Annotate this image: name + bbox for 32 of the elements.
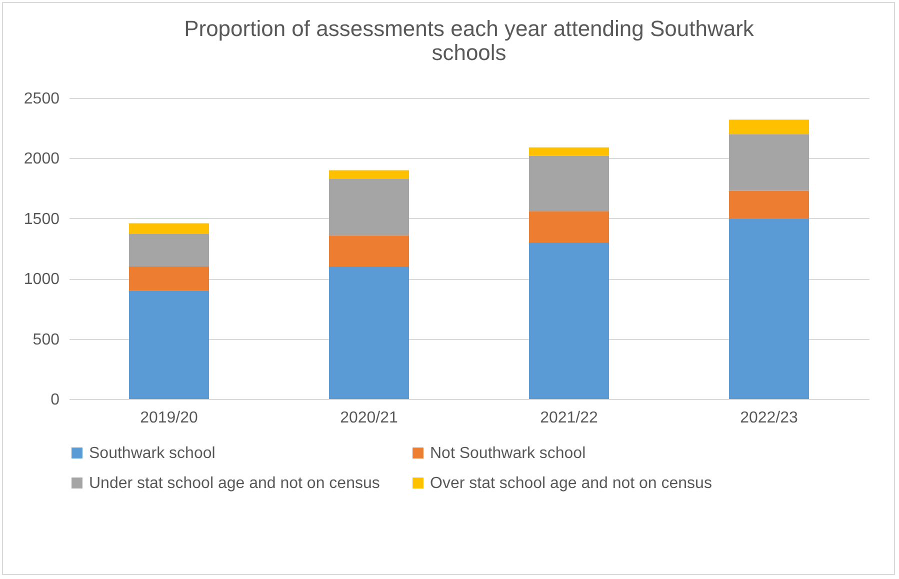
bar	[329, 170, 409, 179]
bar	[729, 190, 809, 218]
y-tick-label: 1000	[24, 271, 60, 288]
bar	[729, 134, 809, 191]
bar	[329, 178, 409, 236]
legend-label: Southwark school	[89, 445, 216, 462]
bar	[729, 218, 809, 399]
bar	[129, 290, 209, 399]
y-tick-label: 2000	[24, 150, 60, 168]
x-tick-label: 2019/20	[140, 410, 198, 426]
text: schools	[432, 40, 506, 65]
x-tick-label: 2021/22	[540, 410, 598, 426]
legend-label: Not Southwark school	[430, 445, 586, 462]
bar	[529, 242, 609, 399]
x-tick-label: 2022/23	[740, 410, 798, 426]
bar	[529, 156, 609, 212]
bar	[529, 147, 609, 156]
bar	[329, 266, 409, 399]
legend-label: Over stat school age and not on census	[430, 475, 712, 492]
y-tick-label: 1500	[24, 210, 60, 228]
y-tick-label: 2500	[24, 90, 60, 108]
bar	[329, 235, 409, 267]
bar	[129, 223, 209, 234]
bar	[129, 266, 209, 291]
bar	[529, 211, 609, 242]
y-tick-label: 500	[32, 331, 60, 348]
bar	[729, 120, 809, 134]
bar	[129, 234, 209, 267]
text: Proportion of assessments each year attending Southwark	[184, 16, 754, 41]
x-tick-label: 2020/21	[340, 410, 398, 426]
y-tick-label: 0	[50, 392, 60, 408]
legend-label: Under stat school age and not on census	[89, 475, 380, 492]
